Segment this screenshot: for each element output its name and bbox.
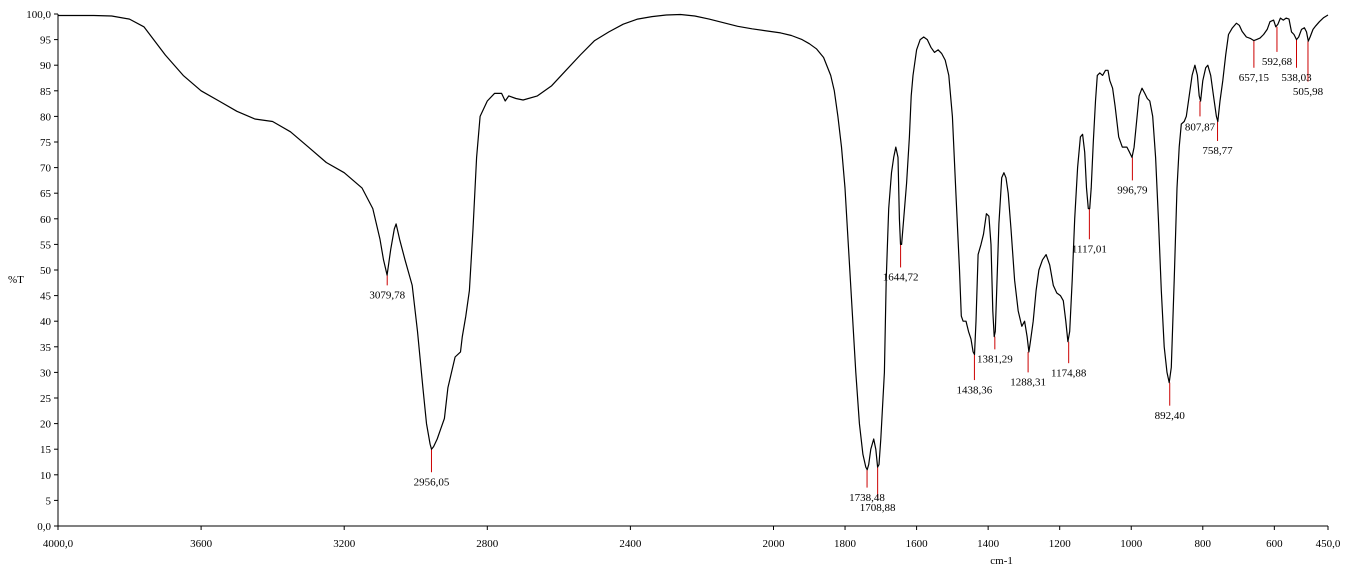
- x-tick-label: 2000: [762, 538, 785, 550]
- x-tick-label: 450,0: [1316, 538, 1341, 550]
- y-tick-label: 50: [40, 265, 52, 277]
- x-tick-label: 1800: [834, 538, 857, 550]
- peak-label: 2956,05: [414, 476, 450, 488]
- x-axis-title: cm-1: [990, 555, 1013, 567]
- x-tick-label: 1200: [1049, 538, 1072, 550]
- peak-label: 996,79: [1117, 185, 1148, 197]
- peak-label: 657,15: [1239, 72, 1270, 84]
- x-tick-label: 1600: [906, 538, 929, 550]
- y-tick-label: 20: [40, 419, 52, 431]
- peak-label: 538,03: [1281, 72, 1312, 84]
- y-tick-label: 35: [40, 342, 52, 354]
- peak-markers-layer: [386, 26, 1309, 498]
- peak-label: 1381,29: [977, 354, 1013, 366]
- y-tick-label: 90: [40, 60, 52, 72]
- peak-label: 1438,36: [957, 384, 993, 396]
- y-tick-label: 70: [40, 163, 52, 175]
- y-tick-label: 65: [40, 188, 52, 200]
- axes-layer: [54, 13, 1329, 530]
- y-tick-label: 15: [40, 444, 52, 456]
- labels-layer: 0,0 5 10 15 20 25 30 35 40 45 50 55 60 65 70 75 80 85 90 95…: [8, 9, 1341, 567]
- peak-label: 758,77: [1202, 145, 1233, 157]
- x-tick-label: 2800: [476, 538, 499, 550]
- x-tick-label: 3200: [333, 538, 356, 550]
- peak-label: 505,98: [1293, 86, 1324, 98]
- spectrum-line-layer: [58, 13, 1329, 471]
- y-tick-label: 45: [40, 291, 52, 303]
- peak-label: 807,87: [1185, 122, 1216, 134]
- y-tick-label: 95: [40, 35, 52, 47]
- x-tick-label: 3600: [190, 538, 213, 550]
- y-tick-label: 100,0: [26, 9, 51, 21]
- peak-label: 592,68: [1262, 56, 1293, 68]
- peak-label: 1174,88: [1051, 367, 1087, 379]
- y-tick-label: 30: [40, 367, 52, 379]
- x-tick-label: 2400: [619, 538, 642, 550]
- x-tick-label: 800: [1195, 538, 1212, 550]
- y-tick-label: 0,0: [37, 521, 51, 533]
- peak-label: 1644,72: [883, 272, 919, 284]
- peak-label: 3079,78: [369, 290, 405, 302]
- peak-label: 1288,31: [1010, 377, 1046, 389]
- peak-label: 1708,88: [860, 502, 896, 514]
- y-tick-label: 10: [40, 470, 52, 482]
- y-tick-label: 5: [46, 495, 52, 507]
- x-tick-label: 1000: [1120, 538, 1143, 550]
- peak-label: 892,40: [1155, 410, 1186, 422]
- y-tick-label: 85: [40, 86, 52, 98]
- y-tick-label: 60: [40, 214, 52, 226]
- peak-label: 1117,01: [1072, 244, 1107, 256]
- y-tick-label: 25: [40, 393, 52, 405]
- x-tick-label: 4000,0: [43, 538, 74, 550]
- y-tick-label: 80: [40, 111, 52, 123]
- y-tick-label: 55: [40, 239, 52, 251]
- y-tick-label: 75: [40, 137, 52, 149]
- y-axis-title: %T: [8, 274, 24, 286]
- x-tick-label: 600: [1266, 538, 1283, 550]
- peak-label: 1738,48: [849, 492, 885, 504]
- x-tick-label: 1400: [977, 538, 1000, 550]
- y-tick-label: 40: [40, 316, 52, 328]
- spectrum-line: [58, 13, 1329, 471]
